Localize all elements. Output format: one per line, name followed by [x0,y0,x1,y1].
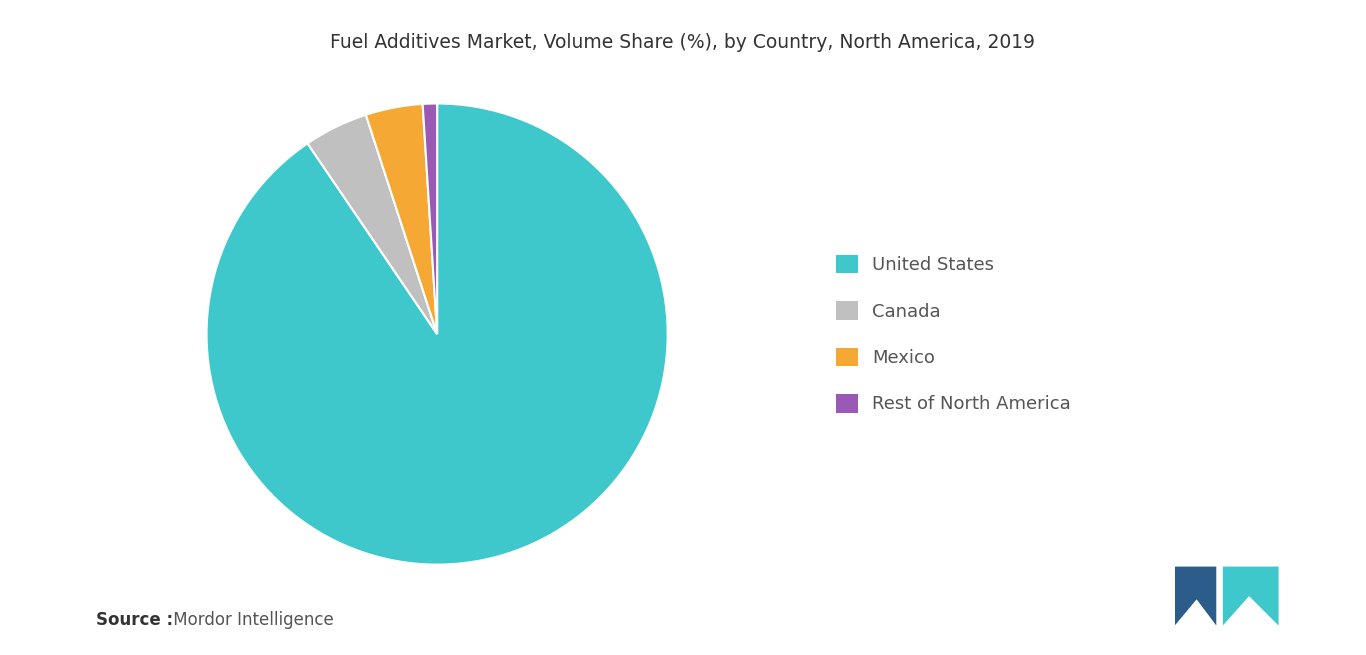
Text: Mordor Intelligence: Mordor Intelligence [168,611,333,629]
Text: Fuel Additives Market, Volume Share (%), by Country, North America, 2019: Fuel Additives Market, Volume Share (%),… [331,33,1035,52]
Legend: United States, Canada, Mexico, Rest of North America: United States, Canada, Mexico, Rest of N… [829,248,1078,421]
Wedge shape [422,103,437,334]
Wedge shape [307,115,437,334]
Wedge shape [366,104,437,334]
Wedge shape [206,103,668,565]
Text: Source :: Source : [96,611,172,629]
